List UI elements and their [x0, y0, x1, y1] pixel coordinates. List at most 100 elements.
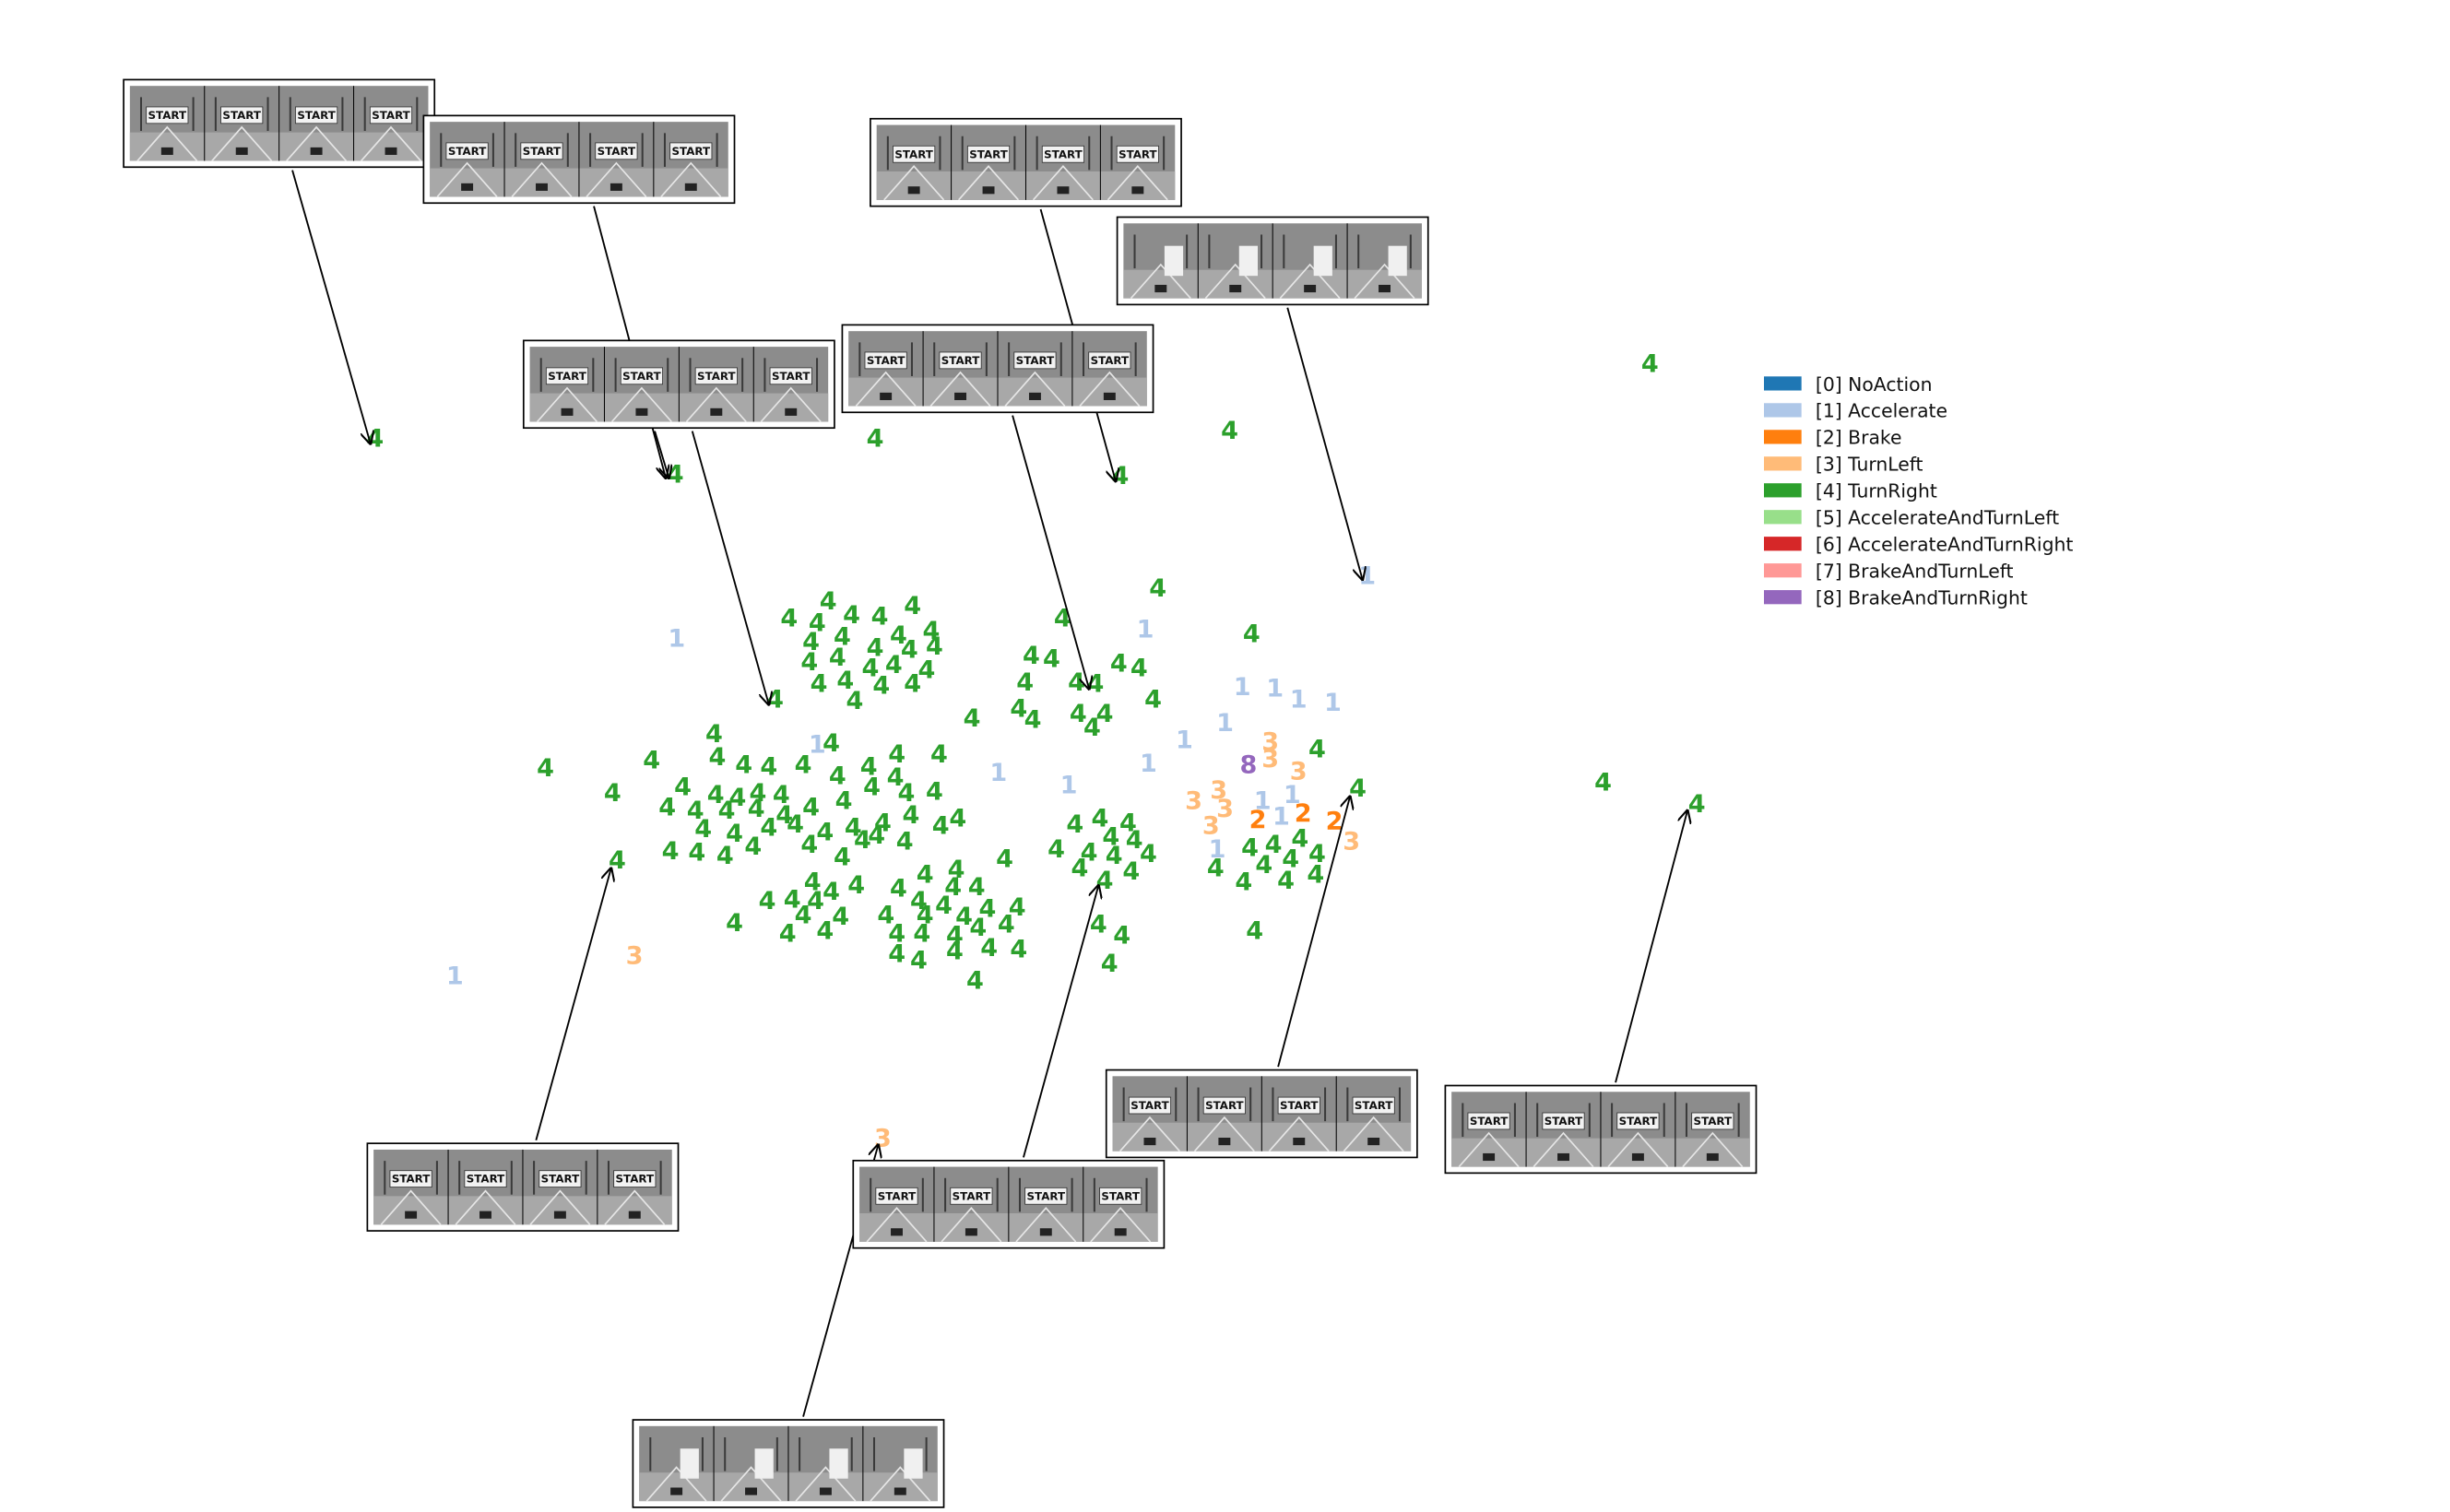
scatter-point: 4 [847, 871, 865, 900]
game-frame-thumbnail: START [1526, 1092, 1601, 1168]
scatter-point: 4 [860, 752, 878, 781]
game-frame-thumbnail [714, 1425, 788, 1502]
scatter-point: 4 [897, 779, 915, 808]
scatter-point: 1 [1284, 781, 1301, 809]
scatter-point: 3 [1261, 727, 1279, 756]
game-frame-thumbnail [639, 1425, 715, 1502]
game-frame-thumbnail: START [951, 124, 1026, 201]
scatter-point: 1 [1266, 675, 1284, 703]
frame-label: START [894, 148, 933, 160]
scatter-point: 4 [1096, 700, 1114, 728]
scatter-point: 4 [604, 779, 621, 808]
scatter-point: 4 [944, 873, 962, 902]
scatter-point: 4 [917, 656, 935, 684]
scatter-point: 1 [1290, 686, 1308, 715]
scatter-point: 4 [708, 743, 726, 772]
legend-swatch [1764, 483, 1802, 498]
legend-label: [5] AccelerateAndTurnLeft [1816, 507, 2059, 529]
scatter-point: 4 [816, 819, 834, 847]
frame-label: START [1205, 1099, 1244, 1112]
scatter-point: 4 [1024, 706, 1042, 735]
game-frame-thumbnail: START [373, 1149, 449, 1225]
game-frame-thumbnail: START [204, 86, 279, 162]
frame-label: START [697, 370, 736, 383]
scatter-point: 4 [1130, 655, 1148, 683]
legend-entry: [0] NoAction [1764, 373, 1932, 396]
game-frame-thumbnail: START [1261, 1076, 1337, 1152]
frame-label: START [467, 1173, 505, 1186]
legend-entry: [4] TurnRight [1764, 480, 1937, 502]
scatter-point: 1 [1216, 709, 1234, 738]
scatter-point: 4 [1086, 670, 1104, 699]
frame-label: START [1355, 1099, 1393, 1112]
frame-strip-2: START START START START [422, 114, 736, 205]
scatter-point: 4 [1291, 824, 1308, 853]
scatter-point: 4 [910, 887, 928, 915]
game-frame-thumbnail: START [1083, 1166, 1158, 1243]
frame-label: START [672, 145, 711, 158]
scatter-point: 4 [820, 587, 837, 616]
frame-label: START [392, 1173, 431, 1186]
scatter-point: 4 [1043, 644, 1060, 673]
scatter-point: 4 [780, 604, 798, 632]
scatter-point: 4 [834, 844, 851, 872]
scatter-point: 4 [1243, 620, 1261, 648]
game-frame-thumbnail: START [1008, 1166, 1083, 1243]
scatter-point: 4 [800, 831, 818, 859]
game-frame-thumbnail [862, 1425, 938, 1502]
legend-label: [2] Brake [1816, 427, 1902, 449]
scatter-point: 1 [1254, 787, 1272, 816]
frame-label: START [1470, 1115, 1509, 1128]
frame-label: START [598, 145, 636, 158]
frame-strip-6: START START START START [841, 324, 1154, 414]
scatter-point: 3 [1202, 812, 1220, 841]
frame-label: START [523, 145, 562, 158]
game-frame-thumbnail: START [859, 1166, 934, 1243]
scatter-point: 4 [890, 621, 907, 650]
scatter-point: 4 [1265, 831, 1283, 859]
scatter-point: 4 [809, 608, 826, 637]
scatter-point: 4 [836, 667, 854, 695]
scatter-point: 4 [707, 781, 725, 809]
scatter-point: 4 [863, 773, 881, 801]
scatter-point: 4 [759, 887, 776, 915]
annotation-arrow [691, 431, 769, 704]
scatter-point: 1 [668, 624, 685, 653]
scatter-point: 4 [917, 860, 934, 889]
scatter-point: 4 [1144, 686, 1162, 715]
scatter-point: 4 [946, 937, 964, 965]
scatter-point: 4 [735, 751, 752, 780]
scatter-point: 4 [1110, 650, 1128, 679]
annotation-arrow [1277, 797, 1350, 1068]
scatter-point: 4 [1221, 417, 1238, 445]
scatter-point: 4 [955, 903, 973, 931]
scatter-point: 3 [1216, 795, 1234, 823]
scatter-point: 4 [688, 839, 705, 868]
scatter-point: 4 [1101, 950, 1118, 978]
scatter-point: 4 [872, 671, 890, 700]
frame-label: START [297, 109, 336, 122]
scatter-point: 4 [1081, 839, 1098, 868]
game-frame-thumbnail: START [1025, 124, 1101, 201]
frame-strip-4: START START START START [522, 339, 835, 430]
scatter-point: 4 [816, 916, 834, 945]
scatter-point: 4 [718, 797, 736, 825]
scatter-point: 1 [989, 759, 1007, 787]
scatter-point: 4 [1307, 860, 1324, 889]
legend-label: [0] NoAction [1816, 373, 1933, 396]
scatter-point: 1 [1272, 803, 1290, 832]
scatter-point: 1 [1176, 726, 1193, 755]
scatter-point: 4 [871, 603, 889, 632]
frame-label: START [448, 145, 487, 158]
scatter-point: 1 [446, 962, 464, 990]
legend-entry: [1] Accelerate [1764, 400, 1947, 422]
scatter-point: 3 [626, 941, 644, 970]
scatter-point: 3 [1261, 745, 1279, 774]
scatter-point: 4 [1641, 349, 1659, 378]
game-frame-thumbnail: START [522, 1149, 598, 1225]
scatter-point: 4 [694, 815, 712, 844]
scatter-point: 4 [674, 773, 692, 801]
scatter-point: 4 [867, 634, 884, 663]
game-frame-thumbnail: START [1600, 1092, 1675, 1168]
